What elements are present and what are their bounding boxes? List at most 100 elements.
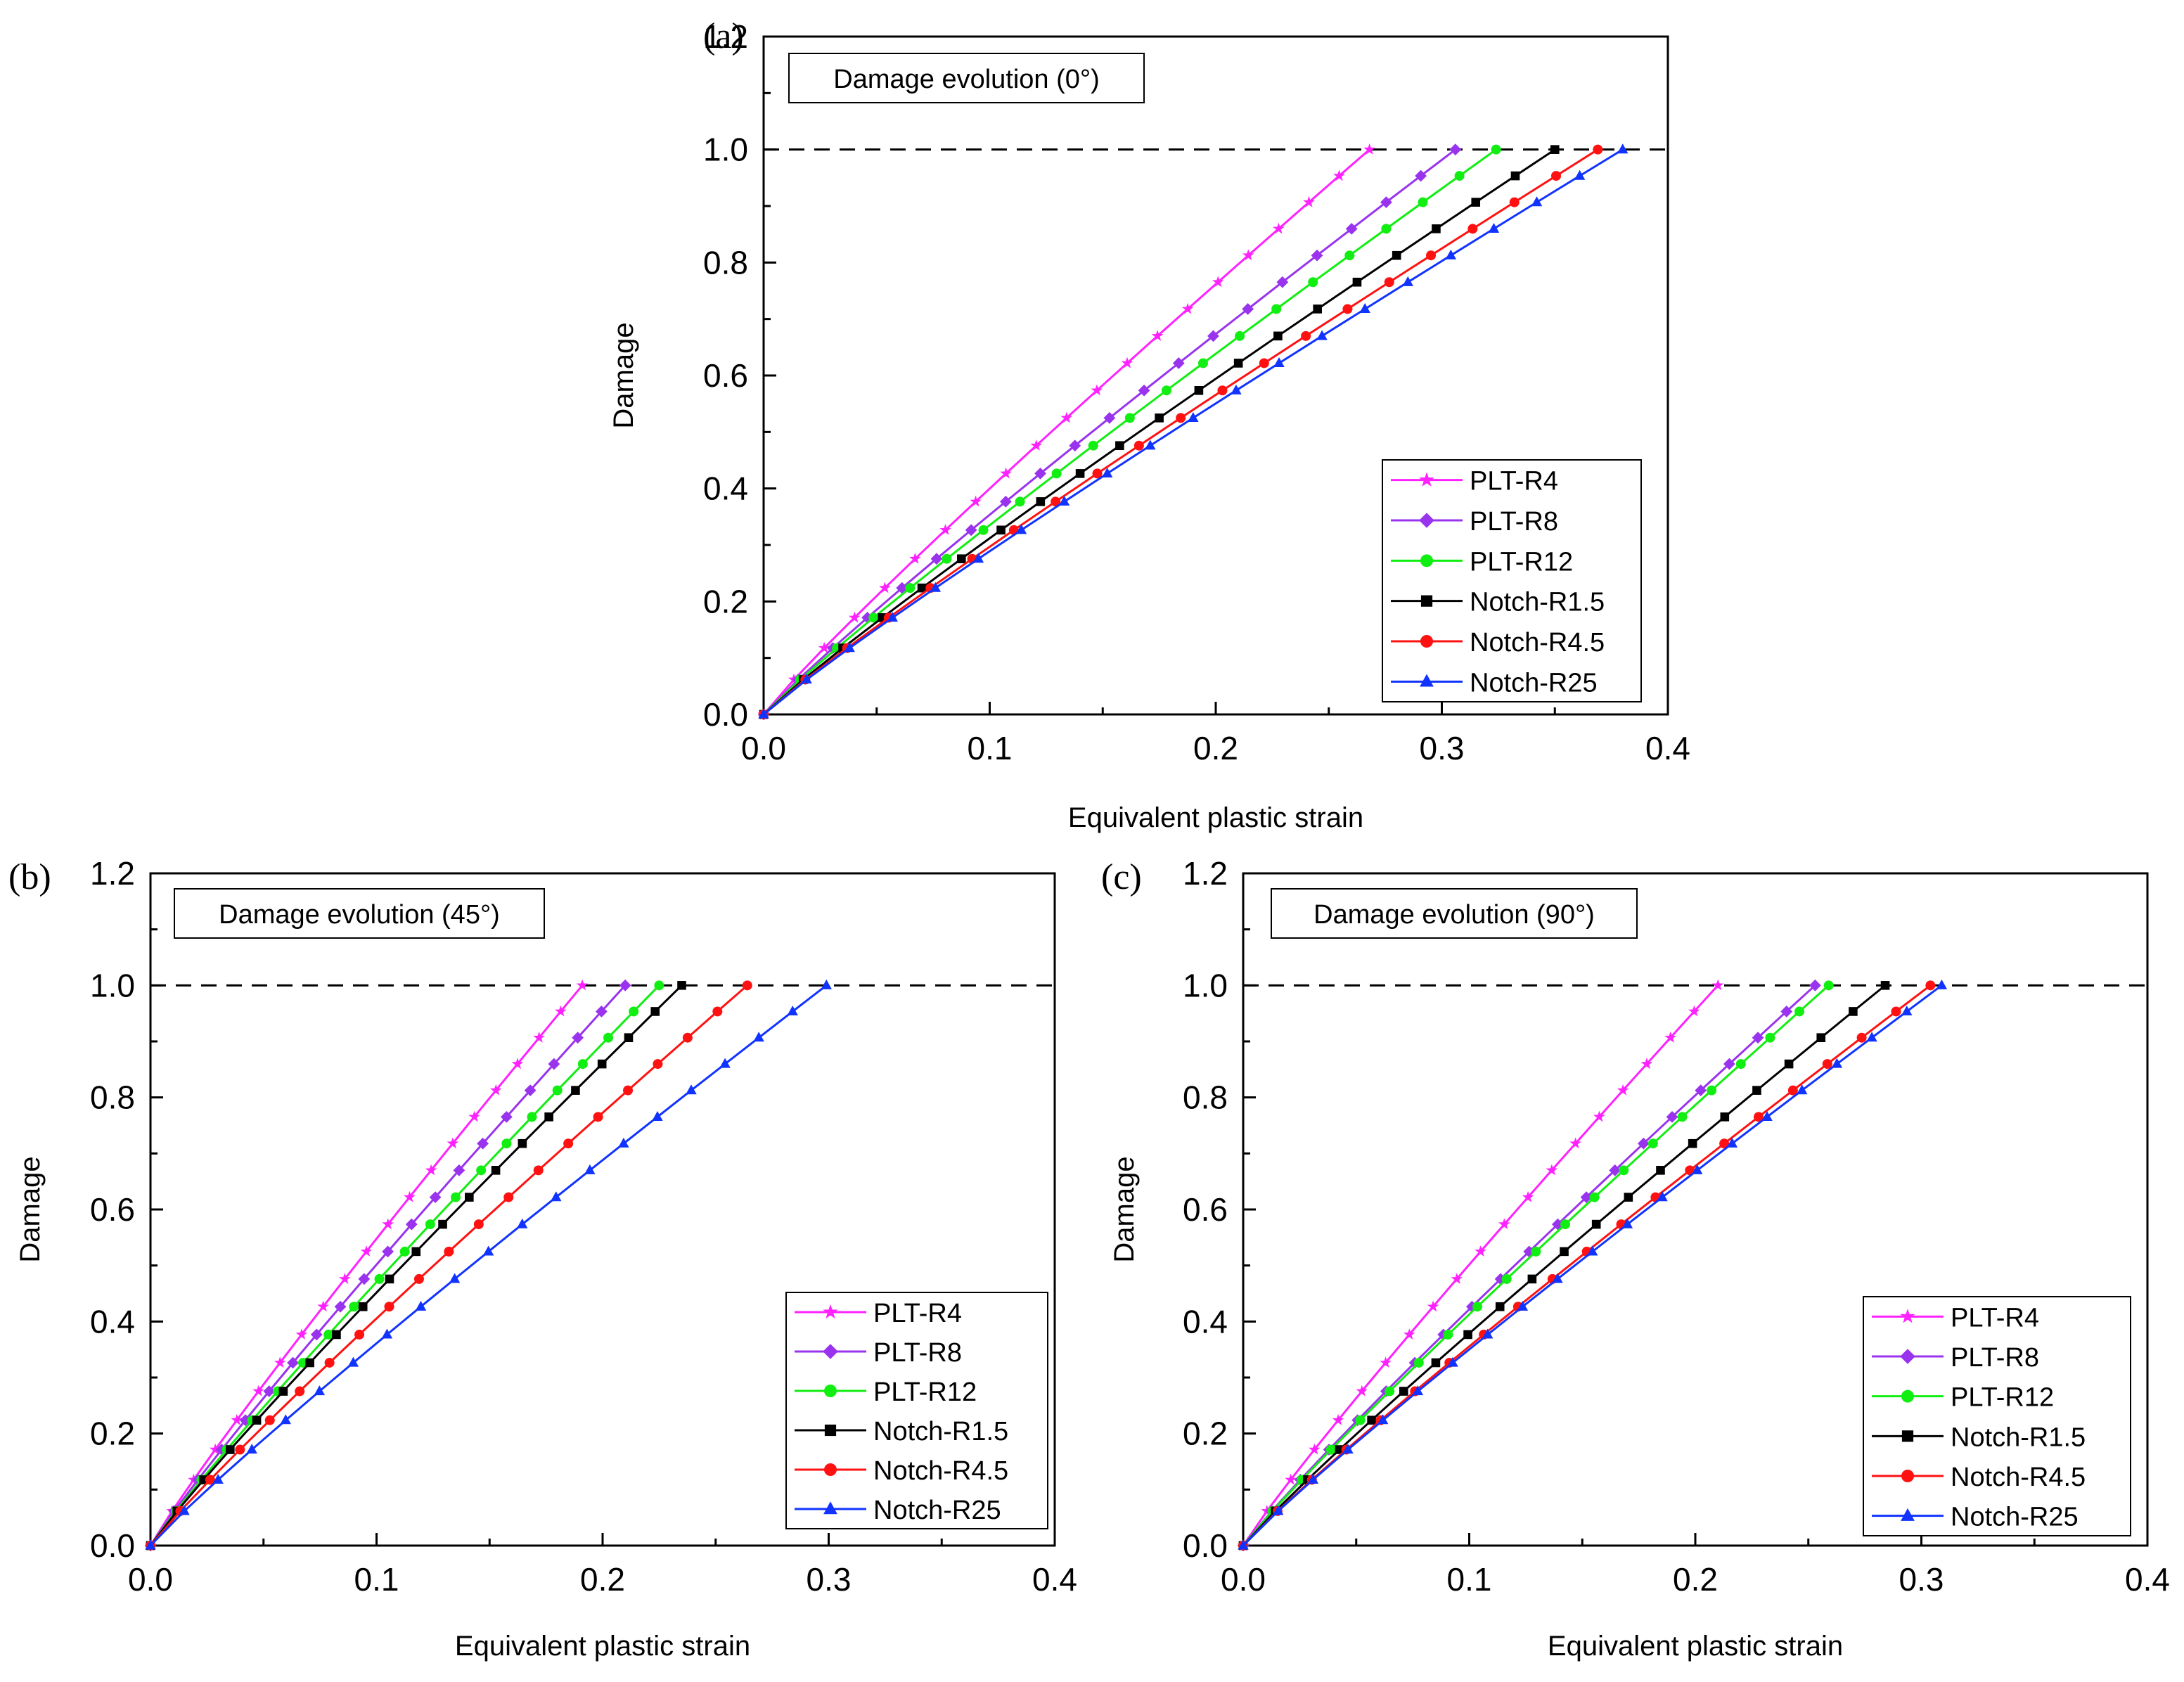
series-notch-r25 [1238, 979, 1948, 1550]
series-line [149, 984, 584, 1546]
data-point [1197, 358, 1208, 368]
data-point [571, 1086, 580, 1095]
data-point [939, 524, 951, 535]
data-point [1443, 1329, 1453, 1340]
data-point [930, 553, 943, 565]
legend-item: PLT-R8 [1391, 507, 1558, 537]
data-point [1313, 304, 1322, 314]
data-point [1482, 1328, 1494, 1339]
legend-marker [823, 1304, 838, 1319]
data-point [1030, 439, 1043, 451]
data-point [1432, 224, 1441, 233]
data-point [1787, 1085, 1798, 1096]
data-point [1233, 359, 1243, 368]
data-point [861, 611, 873, 624]
data-point [999, 495, 1012, 508]
data-point [1155, 413, 1164, 423]
data-point [595, 1006, 608, 1017]
data-point [527, 1112, 537, 1122]
data-point [1475, 1245, 1486, 1257]
data-point [1380, 1356, 1392, 1368]
data-point [1309, 1443, 1321, 1455]
data-point [1621, 1218, 1633, 1228]
data-point [332, 1330, 341, 1340]
data-point [358, 1302, 368, 1311]
data-point [451, 1192, 461, 1202]
data-point [1307, 1473, 1319, 1484]
data-point [384, 1302, 394, 1312]
data-point [231, 1413, 243, 1425]
title-box [788, 53, 1145, 103]
y-tick-label: 0.0 [1183, 1527, 1228, 1564]
y-tick-label: 0.8 [1183, 1079, 1228, 1116]
data-point [1488, 222, 1500, 233]
data-point [848, 611, 861, 623]
data-point [1463, 1330, 1472, 1340]
data-point [1075, 469, 1085, 478]
data-point [653, 1059, 663, 1070]
series-line [149, 984, 828, 1547]
legend-marker [1420, 554, 1433, 567]
legend-item: Notch-R4.5 [1391, 628, 1605, 657]
data-point [1501, 1273, 1512, 1284]
x-tick-label: 0.1 [968, 730, 1013, 766]
title-box [174, 888, 545, 939]
data-point [1418, 197, 1428, 207]
data-point [1124, 413, 1135, 423]
data-point [1510, 171, 1520, 181]
data-point [1666, 1110, 1678, 1123]
data-point [1344, 250, 1355, 261]
legend-item: Notch-R1.5 [1872, 1423, 2086, 1452]
data-point [905, 583, 916, 593]
data-point [381, 1328, 393, 1339]
data-point [533, 1165, 544, 1176]
data-point [787, 1006, 798, 1016]
legend-marker [1900, 1309, 1915, 1323]
data-point [489, 1084, 502, 1096]
data-point [339, 1273, 351, 1284]
legend-label: Notch-R1.5 [1951, 1423, 2086, 1452]
data-point [501, 1138, 512, 1149]
data-point [618, 1137, 629, 1148]
data-point [1552, 1273, 1563, 1283]
series-plt-r8 [1237, 979, 1821, 1552]
data-point [1677, 1112, 1688, 1122]
data-point [1754, 1112, 1764, 1122]
data-point [1311, 249, 1323, 262]
data-point [1259, 358, 1269, 368]
series-plt-r8 [144, 979, 631, 1552]
chart-title: Damage evolution (90°) [1313, 900, 1595, 930]
data-point [555, 1005, 567, 1017]
legend-label: PLT-R12 [1951, 1383, 2054, 1413]
data-point [577, 1059, 588, 1070]
data-point [1036, 497, 1046, 506]
data-point [449, 1273, 461, 1283]
data-point [1342, 304, 1353, 314]
data-point [1273, 357, 1285, 368]
x-tick-label: 0.4 [2125, 1561, 2170, 1598]
data-point [1101, 467, 1113, 477]
data-point [965, 524, 977, 537]
series-notch-r4-5 [1238, 980, 1936, 1551]
data-point [382, 1245, 394, 1258]
data-point [334, 1300, 347, 1313]
legend-label: PLT-R12 [1470, 547, 1573, 577]
data-point [1403, 1328, 1415, 1340]
data-point [1385, 1386, 1395, 1397]
data-point [970, 495, 982, 507]
data-point [226, 1445, 235, 1454]
data-point [1051, 468, 1062, 479]
y-tick-label: 0.8 [703, 244, 748, 281]
data-point [1560, 1219, 1570, 1230]
data-point [1426, 250, 1437, 261]
data-point [179, 1505, 190, 1515]
series-notch-r25 [145, 979, 832, 1550]
data-point [295, 1328, 308, 1340]
series-notch-r1-5 [146, 981, 686, 1551]
legend-marker [1420, 635, 1433, 648]
data-point [1115, 441, 1124, 451]
data-point [1707, 1085, 1717, 1096]
data-point [1574, 169, 1586, 180]
data-point [413, 1273, 424, 1284]
data-point [1188, 411, 1199, 422]
